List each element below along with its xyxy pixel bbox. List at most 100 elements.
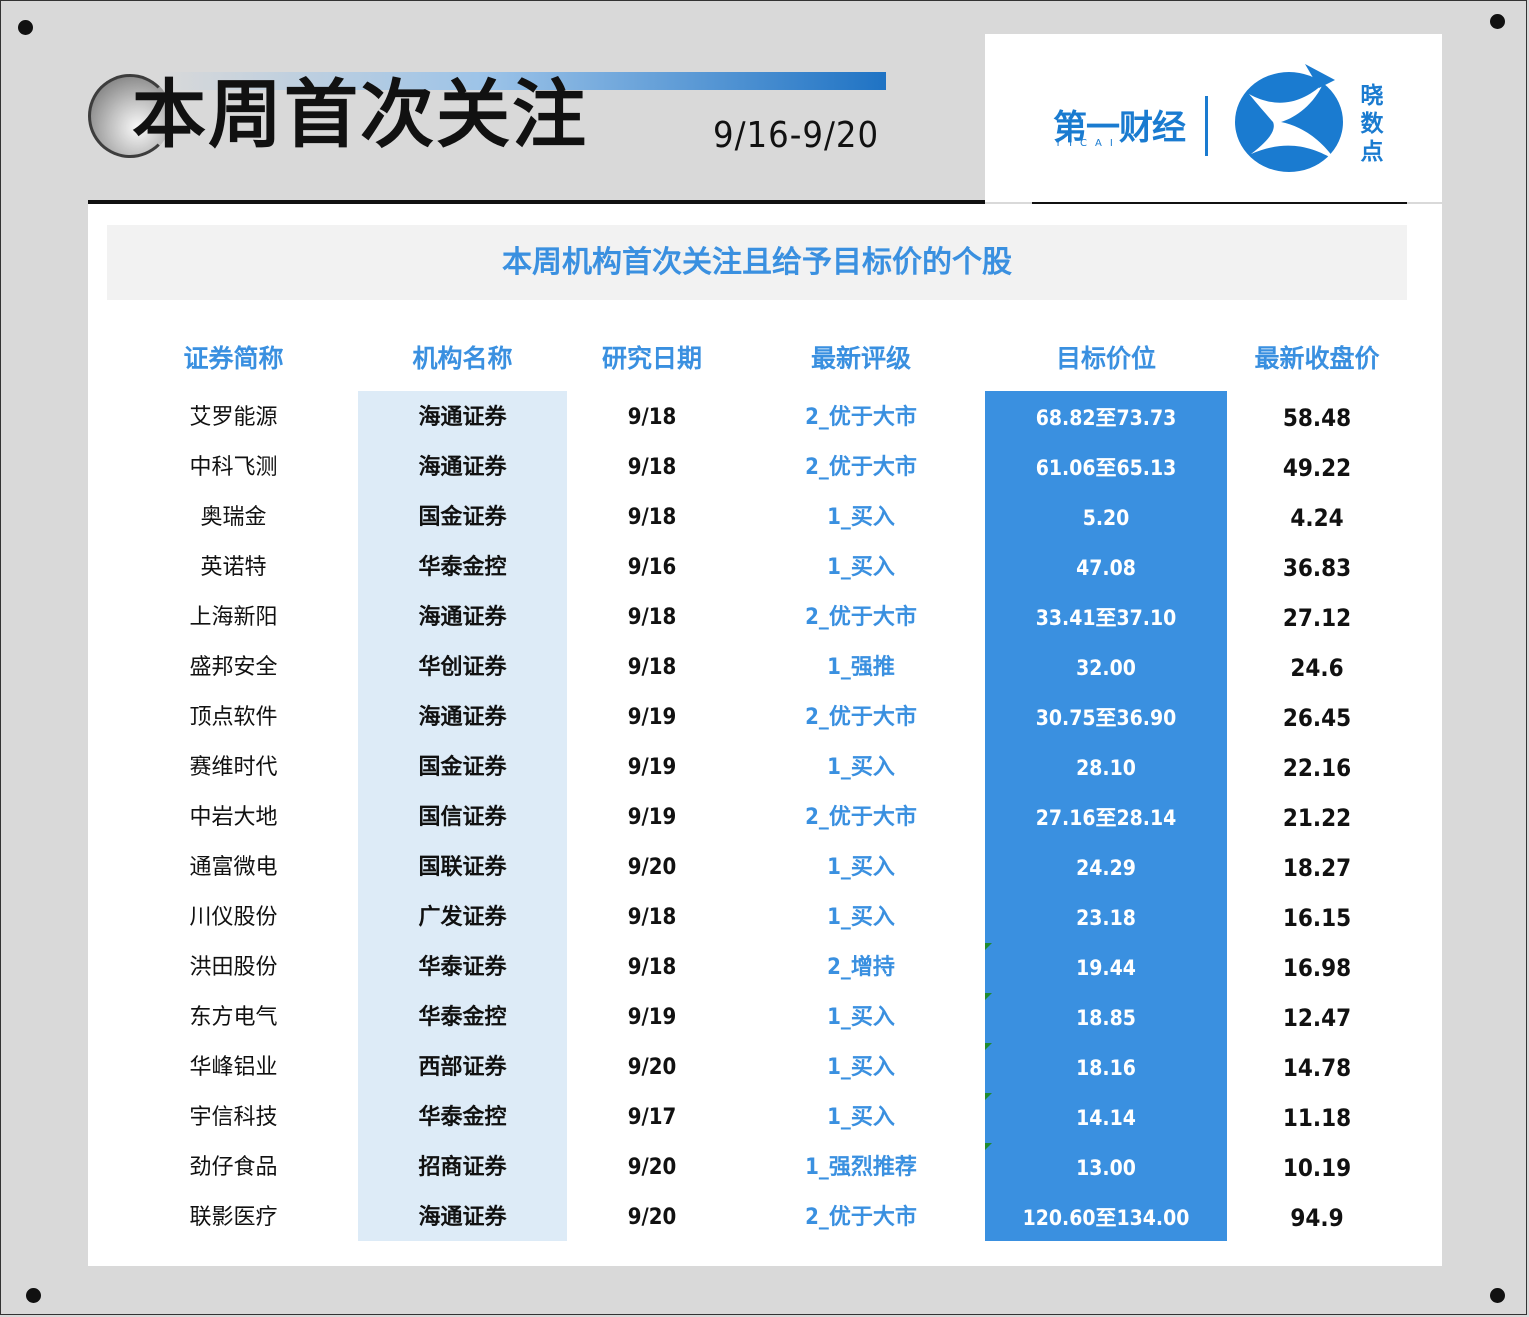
- institution-name: 华泰金控: [418, 1005, 507, 1030]
- table-subtitle-band: 本周机构首次关注且给予目标价的个股: [107, 225, 1407, 300]
- table-row: 中科飞测 海通证券 9/18 2_优于大市 61.06至65.13 49.22: [88, 443, 1442, 493]
- institution-name: 海通证券: [418, 705, 507, 730]
- table-row: 宇信科技 华泰金控 9/17 1_买入 14.14 11.18: [88, 1093, 1442, 1143]
- target-price: 14.14: [1076, 1106, 1136, 1130]
- logo-separator: [1205, 96, 1208, 156]
- table-row: 盛邦安全 华创证券 9/18 1_强推 32.00 24.6: [88, 643, 1442, 693]
- close-price: 16.15: [1282, 904, 1352, 932]
- security-name: 劲仔食品: [189, 1155, 278, 1180]
- table-row: 艾罗能源 海通证券 9/18 2_优于大市 68.82至73.73 58.48: [88, 393, 1442, 443]
- cell-flag-marker: [985, 1093, 992, 1100]
- institution-name: 华创证券: [418, 655, 507, 680]
- research-date: 9/17: [627, 1105, 677, 1130]
- page-title: 本周首次关注: [132, 72, 588, 158]
- target-price: 68.82至73.73: [1035, 406, 1177, 430]
- target-column-highlight: [985, 391, 1227, 1241]
- title-underline: [88, 200, 985, 204]
- latest-rating: 2_优于大市: [805, 605, 917, 630]
- close-price: 24.6: [1290, 654, 1344, 682]
- latest-rating: 1_买入: [827, 855, 895, 880]
- research-date: 9/20: [627, 855, 677, 880]
- page-header: 本周首次关注 9/16-9/20: [88, 60, 988, 200]
- research-date: 9/18: [627, 405, 677, 430]
- research-date: 9/18: [627, 605, 677, 630]
- table-row: 英诺特 华泰金控 9/16 1_买入 47.08 36.83: [88, 543, 1442, 593]
- institution-name: 招商证券: [418, 1155, 507, 1180]
- security-name: 通富微电: [189, 855, 278, 880]
- research-date: 9/18: [627, 655, 677, 680]
- corner-dot-bottom-right: [1490, 1288, 1505, 1303]
- close-price: 21.22: [1282, 804, 1352, 832]
- close-price: 12.47: [1282, 1004, 1352, 1032]
- latest-rating: 2_优于大市: [805, 455, 917, 480]
- close-price: 22.16: [1282, 754, 1352, 782]
- target-price: 24.29: [1076, 856, 1136, 880]
- research-date: 9/18: [627, 505, 677, 530]
- corner-dot-top-right: [1490, 14, 1505, 29]
- institution-column-highlight: [358, 391, 567, 1241]
- table-row: 洪田股份 华泰证券 9/18 2_增持 19.44 16.98: [88, 943, 1442, 993]
- security-name: 中岩大地: [189, 805, 278, 830]
- latest-rating: 2_优于大市: [805, 1205, 917, 1230]
- security-name: 上海新阳: [189, 605, 278, 630]
- target-price: 120.60至134.00: [1022, 1206, 1190, 1230]
- cell-flag-marker: [985, 993, 992, 1000]
- latest-rating: 1_买入: [827, 905, 895, 930]
- target-price: 33.41至37.10: [1035, 606, 1177, 630]
- close-price: 18.27: [1282, 854, 1352, 882]
- target-price: 13.00: [1076, 1156, 1136, 1180]
- column-header-close: 最新收盘价: [1254, 344, 1380, 373]
- close-price: 49.22: [1282, 454, 1352, 482]
- corner-dot-bottom-left: [26, 1288, 41, 1303]
- latest-rating: 1_强推: [827, 655, 895, 680]
- security-name: 宇信科技: [189, 1105, 278, 1130]
- institution-name: 海通证券: [418, 605, 507, 630]
- research-date: 9/16: [627, 555, 677, 580]
- target-price: 5.20: [1082, 506, 1130, 530]
- institution-name: 华泰金控: [418, 555, 507, 580]
- security-name: 川仪股份: [189, 905, 278, 930]
- security-name: 东方电气: [189, 1005, 278, 1030]
- logo-underline: [1032, 202, 1407, 204]
- cell-flag-marker: [985, 1043, 992, 1050]
- close-price: 10.19: [1282, 1154, 1352, 1182]
- table-row: 奥瑞金 国金证券 9/18 1_买入 5.20 4.24: [88, 493, 1442, 543]
- research-date: 9/20: [627, 1155, 677, 1180]
- security-name: 洪田股份: [189, 955, 278, 980]
- latest-rating: 1_买入: [827, 1105, 895, 1130]
- target-price: 28.10: [1076, 756, 1136, 780]
- logo-area: 第一财经 YICAI 晓数点: [985, 34, 1442, 202]
- research-date: 9/19: [627, 805, 677, 830]
- institution-name: 国金证券: [418, 755, 507, 780]
- target-price: 30.75至36.90: [1035, 706, 1177, 730]
- yicai-logo-sub: YICAI: [1055, 138, 1121, 149]
- latest-rating: 2_增持: [827, 955, 895, 980]
- latest-rating: 1_买入: [827, 1055, 895, 1080]
- table-row: 通富微电 国联证券 9/20 1_买入 24.29 18.27: [88, 843, 1442, 893]
- security-name: 中科飞测: [189, 455, 278, 480]
- target-price: 32.00: [1076, 656, 1136, 680]
- close-price: 4.24: [1290, 504, 1344, 532]
- column-header-target: 目标价位: [1055, 344, 1156, 373]
- research-date: 9/20: [627, 1205, 677, 1230]
- research-date: 9/19: [627, 705, 677, 730]
- target-price: 23.18: [1076, 906, 1136, 930]
- table-panel: 本周机构首次关注且给予目标价的个股 证券简称 机构名称 研究日期 最新评级 目标…: [88, 204, 1442, 1266]
- target-price: 27.16至28.14: [1035, 806, 1177, 830]
- close-price: 58.48: [1282, 404, 1352, 432]
- table-row: 劲仔食品 招商证券 9/20 1_强烈推荐 13.00 10.19: [88, 1143, 1442, 1193]
- institution-name: 华泰证券: [418, 955, 507, 980]
- target-price: 18.85: [1076, 1006, 1136, 1030]
- close-price: 94.9: [1290, 1204, 1344, 1232]
- latest-rating: 1_买入: [827, 755, 895, 780]
- research-date: 9/20: [627, 1055, 677, 1080]
- institution-name: 国金证券: [418, 505, 507, 530]
- latest-rating: 1_买入: [827, 1005, 895, 1030]
- latest-rating: 2_优于大市: [805, 805, 917, 830]
- latest-rating: 1_强烈推荐: [805, 1155, 917, 1180]
- column-header-rating: 最新评级: [810, 344, 911, 373]
- cell-flag-marker: [985, 1143, 992, 1150]
- table-row: 中岩大地 国信证券 9/19 2_优于大市 27.16至28.14 21.22: [88, 793, 1442, 843]
- table-row: 华峰铝业 西部证券 9/20 1_买入 18.16 14.78: [88, 1043, 1442, 1093]
- latest-rating: 2_优于大市: [805, 705, 917, 730]
